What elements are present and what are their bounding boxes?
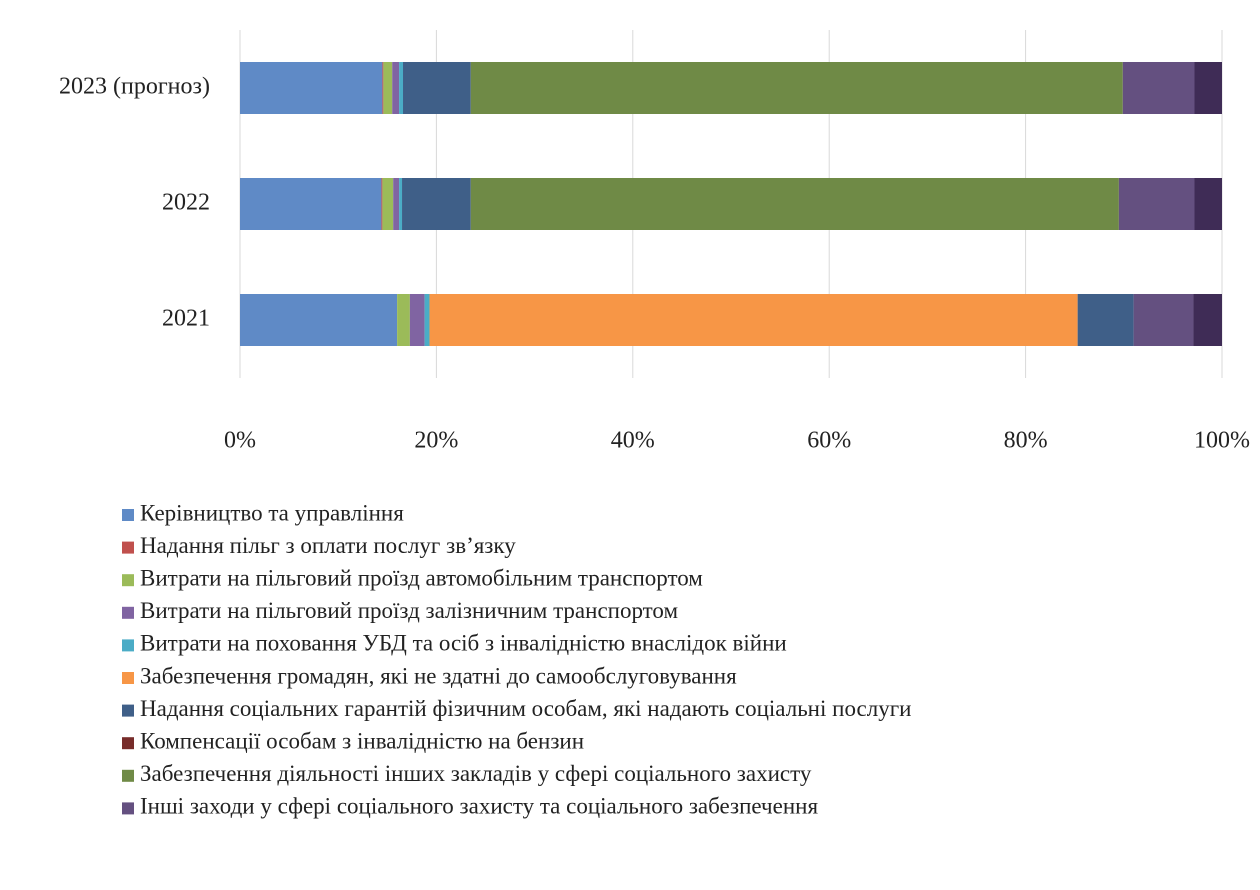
x-tick-label: 60%	[807, 428, 851, 454]
bar-segment	[409, 294, 425, 346]
legend-label: Надання соціальних гарантій фізичним осо…	[140, 696, 911, 721]
bar-segment	[381, 178, 383, 230]
legend-swatch	[122, 769, 134, 782]
x-tick-label: 0%	[224, 428, 256, 454]
bar-segment	[1194, 62, 1222, 114]
legend-swatch	[122, 802, 134, 815]
bar-segment	[1122, 62, 1195, 114]
legend-label: Витрати на поховання УБД та осіб з інвал…	[140, 631, 787, 656]
legend-label: Забезпечення громадян, які не здатні до …	[140, 663, 737, 688]
legend-label: Компенсації особам з інвалідністю на бен…	[140, 728, 584, 753]
bar-segment	[403, 62, 471, 114]
legend-label: Надання пільг з оплати послуг зв’язку	[140, 533, 516, 558]
bar-segment	[470, 178, 1119, 230]
legend-swatch	[122, 574, 134, 587]
legend-label: Витрати на пільговий проїзд залізничним …	[140, 598, 678, 623]
legend-label: Інші заходи у сфері соціального захисту …	[140, 794, 818, 819]
legend-swatch	[122, 606, 134, 619]
y-tick-label: 2022	[162, 190, 210, 216]
legend-swatch	[122, 672, 134, 684]
bar-segment	[382, 178, 394, 230]
bar-segment	[1193, 294, 1222, 346]
bar-segment	[399, 178, 403, 230]
bar-segment	[393, 178, 400, 230]
bar-segment	[240, 62, 383, 114]
bar-segment	[383, 62, 393, 114]
legend-swatch	[122, 737, 134, 750]
legend-swatch	[122, 639, 134, 652]
x-tick-label: 80%	[1004, 428, 1048, 454]
legend-swatch	[122, 509, 134, 521]
bar-segment	[402, 178, 471, 230]
bar-segment	[240, 294, 398, 346]
bar-segment	[399, 62, 404, 114]
bar-segment	[470, 62, 1123, 114]
y-tick-label: 2023 (прогноз)	[59, 74, 210, 100]
legend-label: Забезпечення діяльності інших закладів у…	[140, 761, 812, 786]
bar-segment	[240, 178, 382, 230]
bar-segment	[429, 294, 1078, 346]
bar-segment	[424, 294, 430, 346]
legend-label: Витрати на пільговий проїзд автомобільни…	[140, 565, 703, 590]
bar-segment	[1118, 178, 1195, 230]
bar-segment	[1077, 294, 1134, 346]
x-tick-label: 100%	[1194, 428, 1250, 454]
bar-segment	[1133, 294, 1194, 346]
bar-segment	[382, 62, 384, 114]
bar-segment	[1194, 178, 1222, 230]
x-tick-label: 40%	[611, 428, 655, 454]
legend-swatch	[122, 704, 134, 717]
legend-swatch	[122, 541, 134, 554]
y-tick-label: 2021	[162, 306, 210, 332]
bar-segment	[392, 62, 400, 114]
x-tick-label: 20%	[414, 428, 458, 454]
legend-label: Керівництво та управління	[140, 500, 404, 525]
bar-segment	[397, 294, 410, 346]
